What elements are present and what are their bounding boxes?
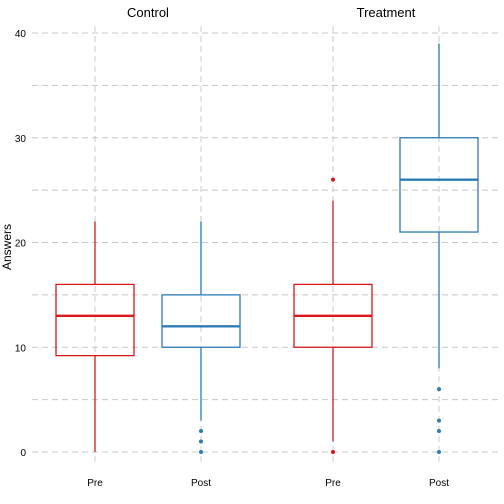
box-treatment-pre	[293, 177, 373, 454]
box-control-pre	[55, 221, 135, 452]
iqr-box	[55, 283, 135, 357]
y-tick-label: 20	[15, 239, 27, 250]
y-tick-label: 30	[15, 134, 27, 145]
panel-title-treatment: Treatment	[357, 5, 416, 20]
outlier-point	[199, 439, 203, 444]
outlier-point	[331, 177, 335, 182]
y-axis-title: Answers	[0, 224, 14, 270]
grid-layer	[32, 26, 502, 466]
iqr-box	[161, 294, 241, 348]
panel-title-control: Control	[127, 5, 169, 20]
outlier-point	[199, 429, 203, 434]
outlier-point	[437, 450, 441, 454]
box-treatment-post	[399, 43, 479, 454]
boxes-layer	[55, 43, 479, 454]
x-tick-label: Pre	[87, 478, 103, 489]
outlier-point	[331, 450, 335, 454]
x-tick-label: Post	[191, 478, 211, 489]
outlier-point	[437, 387, 441, 392]
x-tick-label: Post	[429, 478, 449, 489]
y-tick-label: 0	[20, 448, 26, 459]
y-tick-label: 10	[15, 343, 27, 354]
y-tick-label: 40	[15, 29, 27, 40]
outlier-point	[437, 418, 441, 423]
panel-titles: Control Treatment	[127, 5, 416, 20]
box-control-post	[161, 221, 241, 454]
outlier-point	[199, 450, 203, 454]
y-tick-labels: 0 10 20 30 40	[15, 29, 27, 459]
x-tick-label: Pre	[325, 478, 341, 489]
x-tick-labels: Pre Post Pre Post	[87, 478, 449, 489]
iqr-box	[399, 137, 479, 233]
outlier-point	[437, 429, 441, 434]
